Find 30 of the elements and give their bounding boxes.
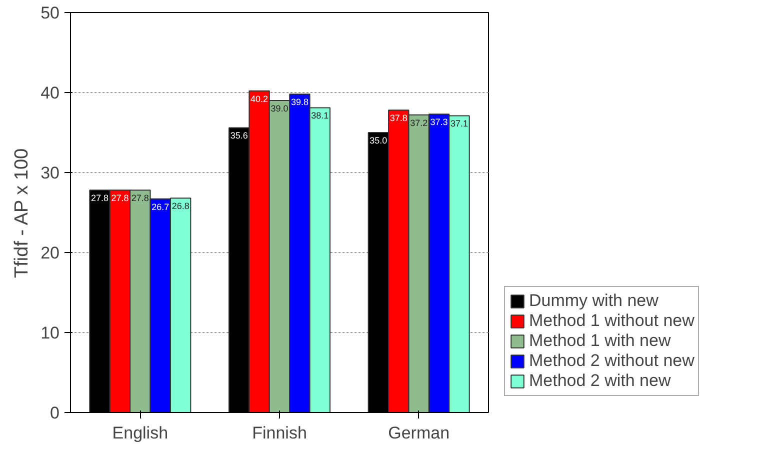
data-label: 27.8 [131,193,149,204]
y-tick-label: 10 [40,324,60,342]
data-label: 27.8 [91,193,109,204]
y-axis-title: Tfidf - AP x 100 [12,148,33,278]
legend-label: Method 1 without new [529,311,694,331]
data-label: 39.0 [270,104,288,114]
data-label: 37.2 [410,118,428,128]
legend-label: Method 2 without new [529,351,694,371]
legend-label: Method 2 with new [529,371,671,391]
data-label: 35.6 [230,130,248,141]
y-tick-label: 50 [40,4,60,22]
data-label: 26.7 [152,202,170,212]
y-tick-label: 0 [50,404,60,422]
x-tick-label: English [112,424,168,442]
x-tick-label: German [388,424,450,442]
data-label: 37.8 [390,113,408,124]
data-label: 26.8 [172,201,190,212]
data-label: 40.2 [250,94,268,104]
x-tick-label: Finnish [252,424,307,442]
data-label: 37.1 [450,118,468,129]
legend-label: Dummy with new [529,291,658,311]
y-tick-label: 20 [40,244,60,262]
data-label: 37.3 [430,117,448,128]
data-label: 38.1 [311,110,329,121]
legend-label: Method 1 with new [529,331,671,351]
data-label: 27.8 [111,193,129,204]
data-label: 35.0 [370,136,388,146]
data-label: 39.8 [290,97,308,108]
y-tick-label: 30 [40,164,60,182]
y-tick-label: 40 [40,84,60,102]
